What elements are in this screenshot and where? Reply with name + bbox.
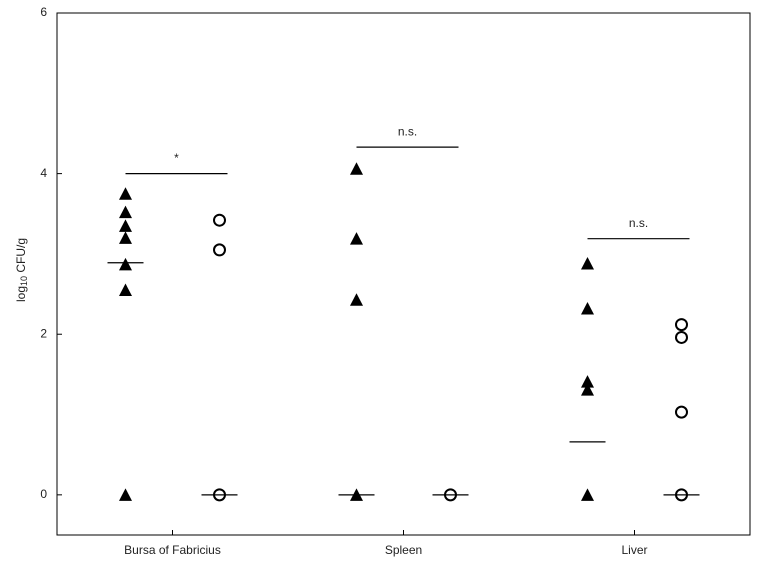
triangle-point — [119, 219, 132, 232]
x-tick-label: Spleen — [385, 543, 422, 557]
y-label-rest: CFU/g — [14, 238, 28, 276]
x-tick-label: Liver — [621, 543, 647, 557]
y-label-base: log — [14, 286, 28, 302]
triangle-point — [350, 162, 363, 175]
y-axis-label: log10 CFU/g — [14, 238, 29, 302]
circle-point — [213, 243, 226, 257]
triangle-point — [350, 232, 363, 245]
y-tick-label: 2 — [40, 326, 47, 340]
triangle-point — [119, 257, 132, 271]
y-label-sub: 10 — [19, 276, 29, 286]
y-tick-label: 4 — [40, 166, 47, 180]
y-tick-label: 6 — [40, 5, 47, 19]
triangle-point — [119, 283, 132, 297]
triangle-point — [119, 205, 132, 219]
triangle-point — [581, 383, 594, 396]
circle-point — [213, 213, 226, 227]
triangle-point — [119, 187, 132, 200]
circle-point — [675, 330, 688, 344]
triangle-point — [581, 257, 594, 270]
triangle-point — [350, 293, 363, 306]
significance-label: * — [174, 151, 179, 165]
circle-point — [675, 405, 688, 419]
circle-point — [675, 318, 688, 332]
triangle-point — [581, 488, 594, 501]
y-tick-label: 0 — [40, 487, 47, 501]
triangle-point — [119, 488, 132, 501]
triangle-point — [119, 231, 132, 244]
significance-label: n.s. — [629, 216, 648, 230]
triangle-point — [581, 375, 594, 388]
plot-frame — [56, 12, 751, 536]
significance-label: n.s. — [398, 124, 417, 138]
x-tick-label: Bursa of Fabricius — [124, 543, 221, 557]
triangle-point — [581, 302, 594, 315]
